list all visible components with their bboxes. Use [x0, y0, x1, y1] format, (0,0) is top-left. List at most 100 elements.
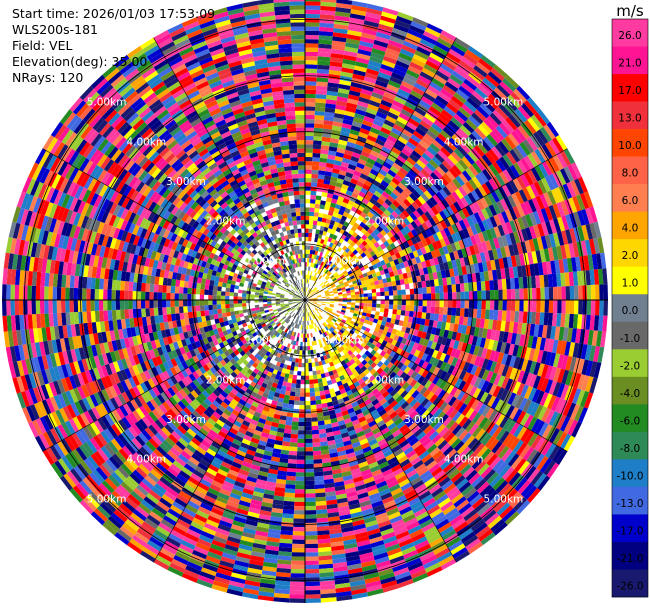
- gate-cell: [323, 268, 328, 273]
- gate-cell: [339, 272, 344, 278]
- gate-cell: [296, 468, 305, 473]
- gate-cell: [446, 315, 452, 323]
- gate-cell: [426, 23, 443, 34]
- gate-cell: [315, 399, 322, 405]
- gate-cell: [541, 325, 548, 339]
- gate-cell: [447, 215, 455, 226]
- gate-cell: [310, 396, 316, 401]
- gate-cell: [352, 237, 359, 244]
- gate-cell: [408, 252, 415, 260]
- gate-cell: [405, 207, 413, 216]
- gate-cell: [368, 131, 379, 139]
- gate-cell: [281, 320, 286, 325]
- gate-cell: [584, 239, 592, 256]
- gate-cell: [564, 272, 570, 287]
- gate-cell: [342, 297, 348, 300]
- gate-cell: [574, 285, 579, 300]
- gate-cell: [307, 245, 311, 250]
- gate-cell: [307, 337, 310, 342]
- gate-cell: [477, 242, 484, 254]
- gate-cell: [495, 125, 508, 139]
- gate-cell: [296, 463, 305, 469]
- gate-cell: [294, 497, 305, 502]
- gate-cell: [566, 327, 573, 343]
- gate-cell: [508, 114, 521, 128]
- gate-cell: [383, 119, 395, 128]
- gate-cell: [519, 334, 526, 347]
- gate-cell: [305, 26, 320, 31]
- gate-cell: [336, 0, 353, 5]
- gate-cell: [482, 261, 488, 272]
- gate-cell: [348, 229, 355, 236]
- gate-cell: [451, 70, 466, 83]
- gate-cell: [421, 280, 427, 288]
- gate-cell: [410, 236, 418, 245]
- gate-cell: [351, 0, 368, 8]
- gate-cell: [301, 333, 304, 338]
- gate-cell: [521, 322, 527, 335]
- gate-cell: [485, 96, 499, 110]
- gate-cell: [421, 238, 428, 247]
- gate-cell: [477, 262, 484, 273]
- gate-cell: [412, 210, 421, 219]
- gate-cell: [568, 197, 578, 213]
- gate-cell: [346, 34, 361, 41]
- gate-cell: [390, 318, 396, 324]
- gate-cell: [314, 484, 325, 490]
- gate-cell: [378, 168, 388, 177]
- gate-cell: [305, 392, 311, 397]
- gate-cell: [446, 102, 459, 114]
- gate-cell: [394, 19, 411, 29]
- gate-cell: [321, 141, 330, 147]
- gate-cell: [338, 169, 347, 176]
- gate-cell: [310, 199, 316, 204]
- gate-cell: [330, 53, 344, 59]
- gate-cell: [440, 229, 448, 239]
- gate-cell: [308, 266, 311, 271]
- gate-cell: [496, 269, 502, 280]
- gate-cell: [530, 114, 544, 130]
- gate-cell: [458, 107, 472, 119]
- gate-cell: [317, 64, 330, 70]
- gate-cell: [362, 119, 373, 128]
- gate-cell: [483, 136, 495, 149]
- gate-cell: [369, 250, 376, 257]
- velocity-gates: [2, 0, 608, 603]
- gate-cell: [287, 459, 297, 464]
- gate-cell: [489, 227, 498, 239]
- gate-cell: [413, 162, 424, 172]
- gate-cell: [286, 475, 296, 481]
- gate-cell: [498, 300, 503, 311]
- gate-cell: [308, 367, 313, 372]
- gate-cell: [469, 203, 478, 214]
- gate-cell: [346, 292, 351, 296]
- gate-cell: [403, 40, 418, 51]
- gate-cell: [479, 337, 487, 348]
- gate-cell: [366, 313, 371, 318]
- gate-cell: [428, 319, 434, 328]
- gate-cell: [431, 265, 437, 273]
- gate-cell: [342, 118, 353, 126]
- gate-cell: [376, 303, 381, 308]
- gate-cell: [475, 159, 486, 172]
- gate-cell: [378, 23, 394, 32]
- gate-cell: [379, 205, 387, 213]
- gate-cell: [346, 102, 358, 109]
- gate-cell: [426, 266, 433, 274]
- gate-cell: [530, 151, 542, 166]
- gate-cell: [421, 116, 434, 127]
- gate-cell: [336, 257, 342, 263]
- gate-cell: [313, 287, 317, 292]
- gate-cell: [505, 151, 517, 165]
- gate-cell: [305, 89, 316, 95]
- gate-cell: [408, 169, 418, 178]
- gate-cell: [349, 159, 358, 167]
- gate-cell: [338, 259, 344, 265]
- gate-cell: [436, 271, 443, 279]
- gate-cell: [305, 30, 320, 36]
- gate-cell: [410, 228, 418, 237]
- gate-cell: [312, 220, 318, 226]
- gate-cell: [290, 433, 298, 439]
- gate-cell: [346, 167, 355, 175]
- gate-cell: [425, 237, 432, 246]
